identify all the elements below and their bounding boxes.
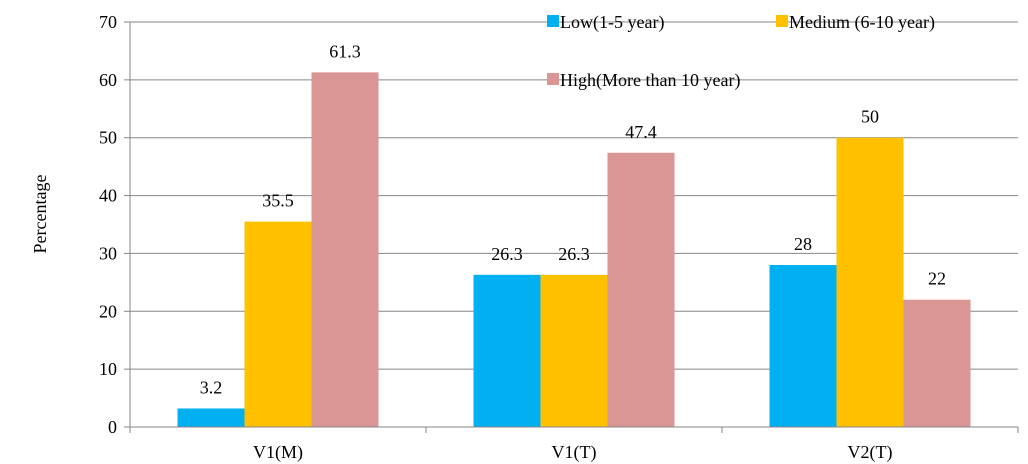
y-tick-label: 0: [108, 417, 117, 437]
data-label: 22: [928, 269, 946, 289]
y-tick-label: 40: [99, 186, 117, 206]
legend-swatch: [547, 73, 559, 85]
legend: Low(1-5 year) Medium (6-10 year) High(More…: [547, 12, 935, 91]
data-label: 47.4: [625, 122, 657, 142]
y-tick-label: 70: [99, 12, 117, 32]
data-label: 61.3: [329, 41, 361, 61]
y-tick-labels: 0 10 20 30 40 50 60 70: [99, 12, 117, 437]
legend-item: Low(1-5 year): [547, 12, 664, 33]
data-label: 26.3: [491, 244, 523, 264]
y-tick-label: 60: [99, 70, 117, 90]
bars: [177, 72, 971, 427]
data-labels: 3.2 35.5 61.3 26.3 26.3 47.4 28 50 22: [200, 41, 946, 397]
legend-label: Medium (6-10 year): [789, 12, 935, 33]
axes: [124, 21, 1019, 433]
data-label: 50: [861, 107, 879, 127]
data-label: 3.2: [200, 377, 223, 397]
legend-item: Medium (6-10 year): [776, 12, 935, 33]
bar: [607, 152, 675, 427]
legend-label: Low(1-5 year): [560, 12, 664, 33]
bar: [903, 299, 971, 427]
legend-item: High(More than 10 year): [547, 70, 740, 91]
data-label: 28: [794, 234, 812, 254]
legend-label: High(More than 10 year): [560, 70, 740, 91]
bar: [836, 137, 904, 427]
y-axis-title: Percentage: [30, 175, 50, 254]
y-tick-label: 30: [99, 243, 117, 263]
bar: [540, 274, 608, 427]
y-tick-label: 50: [99, 128, 117, 148]
bar: [473, 274, 541, 427]
bar: [311, 72, 379, 427]
bar: [244, 221, 312, 427]
x-tick-label: V1(T): [552, 442, 597, 463]
legend-swatch: [776, 15, 788, 27]
data-label: 35.5: [262, 191, 294, 211]
x-tick-label: V1(M): [253, 442, 303, 463]
bar: [177, 408, 245, 427]
data-label: 26.3: [558, 244, 590, 264]
x-tick-labels: V1(M) V1(T) V2(T): [253, 442, 892, 463]
bar: [769, 265, 837, 427]
y-tick-label: 10: [99, 359, 117, 379]
y-tick-label: 20: [99, 301, 117, 321]
x-tick-label: V2(T): [848, 442, 893, 463]
legend-swatch: [547, 15, 559, 27]
